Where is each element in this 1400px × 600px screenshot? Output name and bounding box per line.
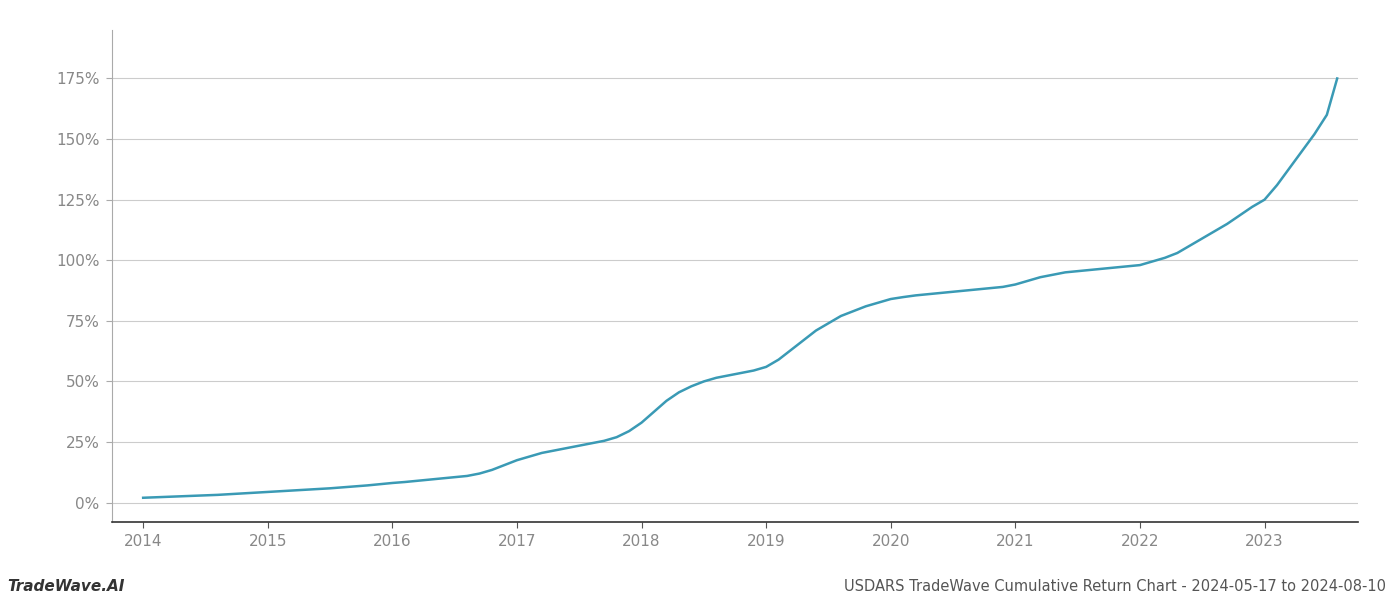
Text: USDARS TradeWave Cumulative Return Chart - 2024-05-17 to 2024-08-10: USDARS TradeWave Cumulative Return Chart… (844, 579, 1386, 594)
Text: TradeWave.AI: TradeWave.AI (7, 579, 125, 594)
